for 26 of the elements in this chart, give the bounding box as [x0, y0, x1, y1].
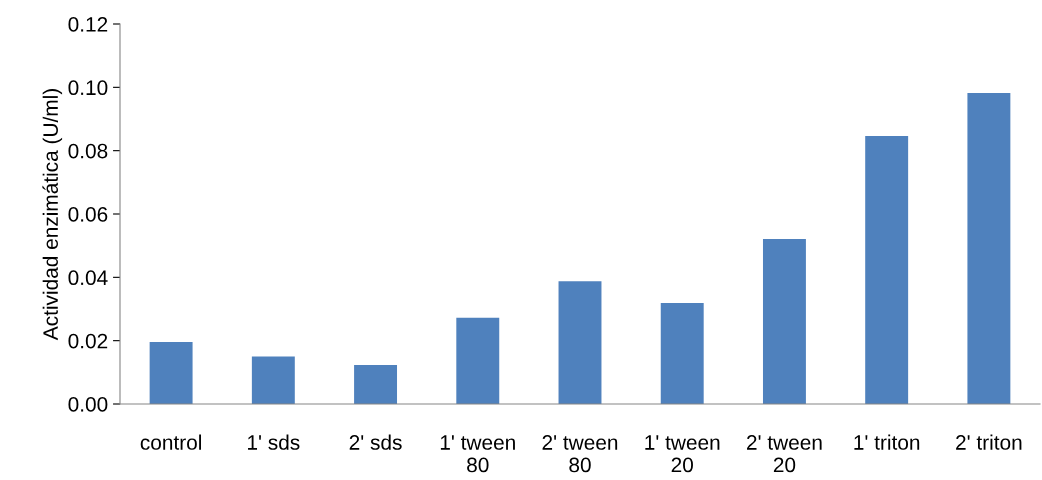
y-tick-label: 0.08 — [68, 143, 108, 159]
x-tick-label: 1' sds — [248, 434, 300, 450]
y-tick-label: 0.10 — [68, 80, 108, 96]
y-tick-label: 0.06 — [68, 207, 108, 222]
x-tick-label: control — [140, 434, 201, 450]
bar — [251, 356, 295, 404]
bar — [354, 365, 398, 404]
x-tick-label: 1' triton — [854, 434, 920, 450]
x-tick-label: 1' tween 20 — [645, 435, 720, 473]
bar — [149, 341, 193, 404]
bar — [967, 93, 1011, 404]
y-tick-label: 0.02 — [68, 333, 108, 349]
x-tick-label: 2' tween 80 — [542, 435, 618, 473]
y-tick-label: 0.12 — [68, 17, 108, 32]
x-tick-label: 2' triton — [956, 434, 1022, 450]
bar — [865, 136, 909, 404]
y-tick-label: 0.00 — [68, 397, 108, 412]
x-tick-label: 1' tween 80 — [440, 435, 515, 473]
x-tick-label: 2' tween 20 — [747, 435, 822, 473]
y-tick-label: 0.04 — [68, 270, 108, 286]
bar — [762, 239, 806, 404]
bar — [660, 302, 704, 404]
bar — [558, 281, 602, 404]
bar — [456, 317, 500, 404]
y-axis-title: Actividad enzimática (U/ml) — [42, 89, 63, 341]
x-tick-label: 2' sds — [349, 434, 402, 450]
